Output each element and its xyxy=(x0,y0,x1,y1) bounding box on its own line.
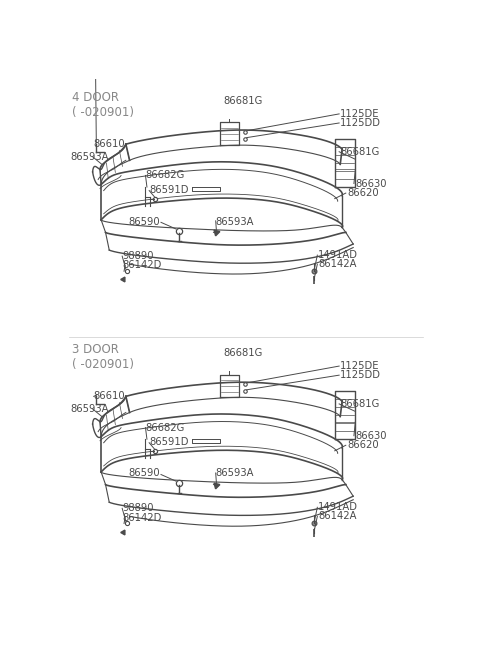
Text: 4 DOOR
( -020901): 4 DOOR ( -020901) xyxy=(72,91,134,119)
Text: 86142D: 86142D xyxy=(122,514,162,523)
Text: 86630: 86630 xyxy=(355,431,386,441)
Text: 86593A: 86593A xyxy=(71,404,109,414)
Text: 86610: 86610 xyxy=(94,391,125,402)
Text: 86142D: 86142D xyxy=(122,260,162,271)
Text: 86630: 86630 xyxy=(355,179,386,189)
Text: 86620: 86620 xyxy=(347,188,379,198)
Text: 86142A: 86142A xyxy=(318,512,357,521)
Text: 1125DD: 1125DD xyxy=(340,370,381,380)
Text: 1125DE: 1125DE xyxy=(340,109,380,119)
Text: 86590: 86590 xyxy=(129,468,160,478)
Text: 86593A: 86593A xyxy=(216,217,254,227)
Text: 1125DD: 1125DD xyxy=(340,118,381,128)
Text: 3 DOOR
( -020901): 3 DOOR ( -020901) xyxy=(72,343,134,371)
Text: 86142A: 86142A xyxy=(318,259,357,269)
Text: 86681G: 86681G xyxy=(340,147,380,157)
Text: 86591D: 86591D xyxy=(149,437,189,447)
Text: 86682G: 86682G xyxy=(145,422,185,432)
Text: 86620: 86620 xyxy=(347,440,379,450)
Text: 86591D: 86591D xyxy=(149,185,189,195)
Text: 86681G: 86681G xyxy=(224,348,263,358)
Text: 86682G: 86682G xyxy=(145,170,185,180)
Text: 1491AD: 1491AD xyxy=(318,250,358,260)
Text: 86681G: 86681G xyxy=(340,399,380,409)
Text: 1125DE: 1125DE xyxy=(340,361,380,371)
Text: 1491AD: 1491AD xyxy=(318,502,358,512)
Text: 86681G: 86681G xyxy=(224,96,263,106)
Text: 98890: 98890 xyxy=(122,503,154,514)
Text: 86593A: 86593A xyxy=(216,468,254,478)
Text: 86590: 86590 xyxy=(129,217,160,227)
Text: 98890: 98890 xyxy=(122,251,154,261)
Text: 86610: 86610 xyxy=(94,139,125,149)
Text: 86593A: 86593A xyxy=(71,152,109,162)
